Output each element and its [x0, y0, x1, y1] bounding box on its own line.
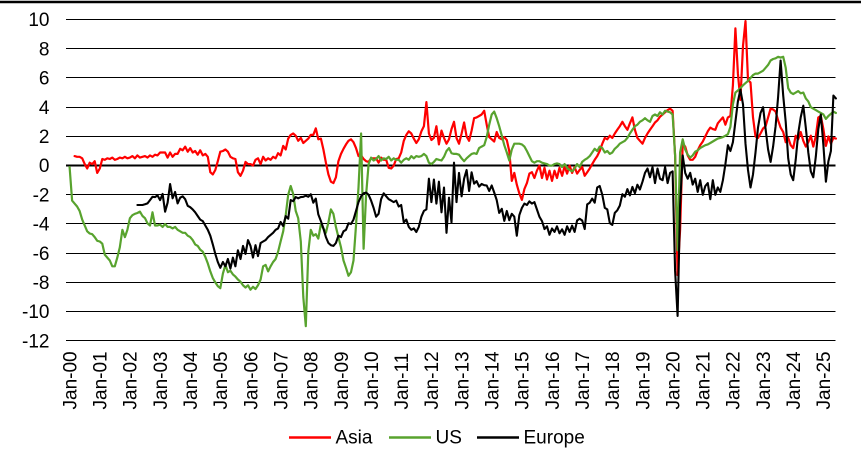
svg-text:Jan-18: Jan-18	[603, 351, 624, 409]
svg-text:Jan-21: Jan-21	[694, 351, 715, 409]
svg-text:Jan-06: Jan-06	[241, 351, 262, 409]
svg-text:Jan-22: Jan-22	[724, 351, 745, 409]
svg-text:-8: -8	[33, 273, 50, 294]
svg-text:Jan-04: Jan-04	[181, 351, 202, 410]
svg-text:-12: -12	[22, 331, 49, 352]
svg-text:Jan-24: Jan-24	[784, 351, 805, 410]
svg-text:Jan-10: Jan-10	[362, 351, 383, 409]
svg-text:4: 4	[39, 98, 50, 119]
svg-text:Jan-11: Jan-11	[392, 353, 413, 410]
svg-text:Jan-00: Jan-00	[60, 351, 81, 409]
svg-text:Jan-14: Jan-14	[483, 351, 504, 410]
svg-text:Jan-12: Jan-12	[422, 351, 443, 409]
svg-text:Jan-08: Jan-08	[302, 351, 323, 409]
svg-text:Jan-03: Jan-03	[151, 351, 172, 409]
svg-text:Jan-17: Jan-17	[573, 351, 594, 409]
svg-text:Jan-05: Jan-05	[211, 351, 232, 409]
svg-text:6: 6	[39, 69, 50, 90]
svg-text:Jan-15: Jan-15	[513, 351, 534, 409]
svg-text:Jan-13: Jan-13	[452, 351, 473, 409]
svg-text:-4: -4	[33, 215, 50, 236]
svg-text:Jan-16: Jan-16	[543, 351, 564, 409]
svg-text:Jan-23: Jan-23	[754, 351, 775, 409]
svg-text:-2: -2	[33, 185, 50, 206]
svg-text:Jan-20: Jan-20	[663, 351, 684, 409]
svg-text:10: 10	[28, 10, 49, 31]
svg-text:Jan-07: Jan-07	[271, 351, 292, 409]
svg-text:Jan-02: Jan-02	[121, 351, 142, 409]
svg-text:Jan-25: Jan-25	[814, 351, 835, 409]
svg-text:Jan-01: Jan-01	[91, 351, 112, 409]
svg-text:Europe: Europe	[524, 428, 585, 449]
svg-text:-6: -6	[33, 244, 50, 265]
svg-text:2: 2	[39, 127, 50, 148]
svg-text:8: 8	[39, 39, 50, 60]
svg-text:US: US	[436, 428, 462, 449]
svg-text:Asia: Asia	[336, 428, 373, 449]
svg-text:0: 0	[39, 156, 50, 177]
svg-text:Jan-19: Jan-19	[633, 351, 654, 409]
svg-text:-10: -10	[22, 302, 49, 323]
svg-text:Jan-09: Jan-09	[332, 351, 353, 409]
